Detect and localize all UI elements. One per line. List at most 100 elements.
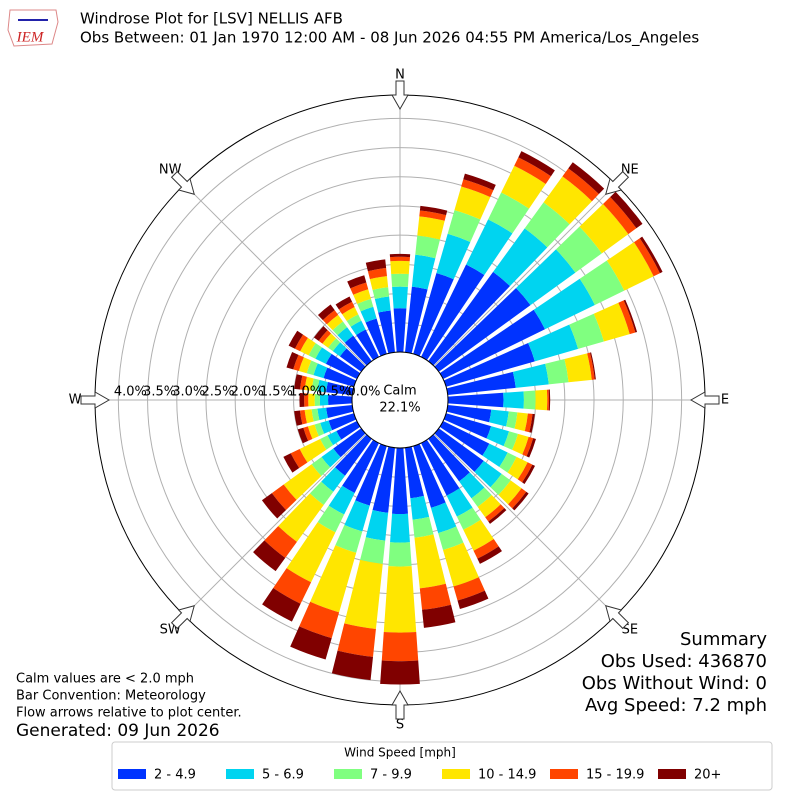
radial-tick-label: 1.0% bbox=[289, 385, 322, 400]
bar-segment bbox=[321, 467, 346, 492]
bar-segment bbox=[485, 504, 505, 522]
bar-segment bbox=[390, 256, 410, 262]
bar-segment bbox=[336, 421, 361, 440]
radial-tick-label: 3.5% bbox=[143, 385, 176, 400]
bar-segment bbox=[512, 491, 529, 511]
legend-swatch bbox=[658, 769, 686, 779]
bar-segment bbox=[317, 407, 328, 421]
bar-segment bbox=[369, 276, 389, 290]
bar-segment bbox=[308, 393, 315, 407]
flow-arrow bbox=[170, 170, 195, 195]
bar-segment bbox=[436, 233, 471, 280]
bar-segment bbox=[589, 352, 596, 380]
flow-arrow bbox=[391, 689, 409, 720]
bar-segment bbox=[446, 371, 516, 395]
bar-segment bbox=[347, 275, 367, 289]
spoke bbox=[433, 433, 617, 617]
bar-segment bbox=[365, 510, 389, 541]
bar-segment bbox=[350, 282, 369, 295]
bar-segment bbox=[414, 534, 446, 589]
bar-segment bbox=[514, 157, 551, 184]
bar-segment bbox=[332, 321, 348, 336]
bar-segment bbox=[344, 335, 372, 366]
bar-segment bbox=[317, 379, 328, 393]
legend-swatch bbox=[550, 769, 578, 779]
bar-segment bbox=[419, 210, 447, 221]
bar-segment bbox=[535, 389, 548, 411]
spoke bbox=[183, 183, 367, 367]
bar-segment bbox=[381, 632, 419, 662]
note: Bar Convention: Meteorology bbox=[16, 689, 206, 704]
radial-tick-label: 0.5% bbox=[318, 385, 351, 400]
bar-segment bbox=[506, 411, 518, 429]
legend-swatch bbox=[442, 769, 470, 779]
calm-circle bbox=[351, 351, 449, 449]
bar-segment bbox=[489, 409, 509, 427]
bar-segment bbox=[471, 487, 492, 507]
flow-arrow bbox=[391, 80, 409, 111]
bar-segment bbox=[356, 329, 379, 361]
bar-segment bbox=[390, 513, 410, 543]
bar-segment bbox=[439, 309, 545, 379]
flow-arrow bbox=[605, 605, 630, 630]
bar-segment bbox=[606, 242, 654, 291]
bar-segment bbox=[326, 382, 354, 395]
bar-segment bbox=[326, 405, 354, 418]
bar-segment bbox=[327, 431, 342, 446]
bar-segment bbox=[283, 453, 300, 473]
bar-segment bbox=[434, 287, 531, 372]
bar-segment bbox=[311, 408, 320, 422]
bar-segment bbox=[390, 260, 410, 275]
radial-tick-label: 2.5% bbox=[201, 385, 234, 400]
bar-segment bbox=[454, 186, 491, 220]
bar-segment bbox=[499, 452, 517, 473]
bar-segment bbox=[564, 353, 592, 383]
legend-label: 10 - 14.9 bbox=[478, 768, 536, 783]
bar-segment bbox=[473, 539, 499, 559]
bar-segment bbox=[488, 508, 507, 524]
bar-segment bbox=[501, 165, 546, 209]
bar-segment bbox=[313, 363, 328, 379]
bar-segment bbox=[304, 376, 314, 391]
bar-segment bbox=[508, 488, 527, 509]
bar-segment bbox=[308, 343, 322, 359]
bar-segment bbox=[372, 287, 390, 300]
bar-segment bbox=[271, 484, 297, 511]
bar-segment bbox=[273, 568, 312, 604]
bar-segment bbox=[428, 434, 470, 482]
bar-segment bbox=[293, 354, 304, 371]
bar-segment bbox=[286, 351, 299, 370]
bar-segment bbox=[477, 495, 501, 518]
bar-segment bbox=[325, 353, 361, 379]
radial-tick-label: 2.0% bbox=[231, 385, 264, 400]
bar-segment bbox=[319, 394, 329, 406]
bar-segment bbox=[503, 431, 519, 450]
bar-segment bbox=[443, 542, 479, 587]
bar-segment bbox=[342, 439, 379, 494]
summary: Summary bbox=[680, 629, 767, 650]
bar-segment bbox=[328, 394, 353, 406]
legend-swatch bbox=[118, 769, 146, 779]
bar-segment bbox=[526, 438, 536, 458]
bar-segment bbox=[306, 360, 318, 376]
note: Flow arrows relative to plot center. bbox=[16, 706, 242, 721]
bar-segment bbox=[490, 473, 511, 496]
bar-segment bbox=[328, 338, 341, 352]
spoke bbox=[183, 433, 367, 617]
bar-segment bbox=[337, 327, 354, 343]
bar-segment bbox=[461, 179, 494, 198]
bar-segment bbox=[522, 464, 536, 484]
bar-segment bbox=[579, 260, 625, 305]
generated: Generated: 09 Jun 2026 bbox=[16, 721, 220, 741]
bar-segment bbox=[383, 566, 417, 633]
bar-segment bbox=[543, 176, 592, 225]
bar-segment bbox=[303, 426, 313, 441]
bar-segment bbox=[514, 412, 528, 432]
bar-segment bbox=[587, 352, 595, 380]
bar-segment bbox=[314, 394, 321, 406]
bar-segment bbox=[568, 162, 605, 195]
bar-segment bbox=[459, 472, 485, 499]
bar-segment bbox=[342, 306, 359, 321]
bar-segment bbox=[447, 392, 504, 408]
bar-segment bbox=[430, 502, 457, 534]
